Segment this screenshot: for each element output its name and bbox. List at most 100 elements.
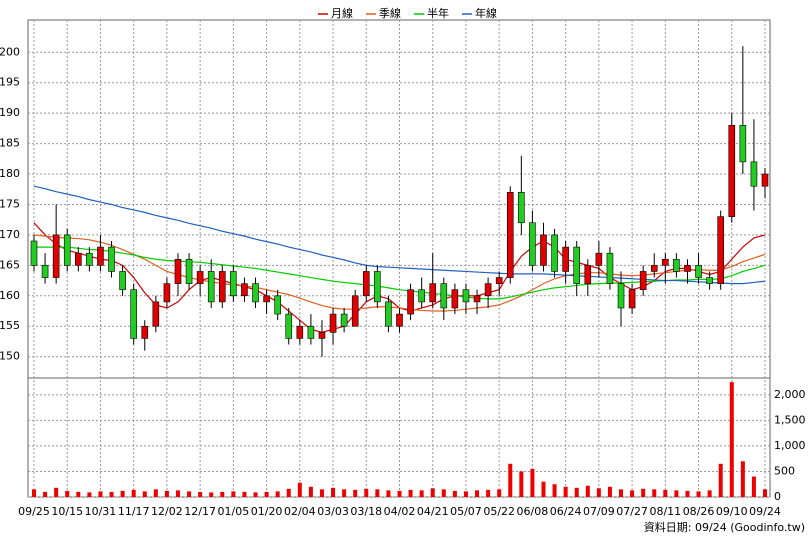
volume-bar [563,486,568,497]
candle-body [218,271,226,303]
candle-body [52,234,60,278]
volume-bar [607,486,612,497]
volume-bar [198,491,203,497]
x-tick-label: 01/05 [218,505,250,518]
volume-bar [740,461,745,497]
y-tick-label: 160 [0,289,20,302]
candle-body [362,271,370,297]
candle-body [318,332,326,339]
volume-bar [319,489,324,497]
volume-bar [707,490,712,497]
candle-body [207,271,215,303]
candle-body [285,313,293,339]
volume-tick-label: 1,000 [774,439,806,452]
volume-bar [43,491,48,497]
volume-bar [286,488,291,497]
candle-body [41,265,49,278]
candle-body [407,289,414,315]
volume-bar [87,492,92,497]
candle-body [108,246,115,272]
x-tick-label: 09/25 [18,505,50,518]
volume-bar [596,488,601,497]
volume-bar [497,489,502,497]
volume-bar [463,491,468,497]
y-tick-label: 185 [0,137,20,150]
candle-body [340,313,348,327]
candle-body [717,216,724,284]
volume-bar [696,491,701,497]
x-tick-label: 02/04 [284,505,316,518]
candle-body [252,283,259,303]
candle-body [484,283,492,297]
volume-bar [209,492,214,497]
candle-body [540,234,547,266]
x-tick-label: 03/18 [350,505,382,518]
volume-bar [109,491,114,497]
y-tick-label: 175 [0,197,20,210]
volume-bar [430,488,435,497]
candle-body [650,265,658,272]
candle-body [185,258,193,284]
x-tick-label: 09/24 [749,505,781,518]
volume-bar [552,484,557,497]
volume-bar [275,491,280,497]
volume-bar [763,489,767,497]
candle-body [673,258,680,272]
candle-body [662,258,669,266]
candle-body [628,289,636,309]
candle-body [86,252,93,266]
candle-body [141,325,149,339]
candle-body [329,313,337,333]
volume-bar [475,490,480,497]
candle-body [639,271,647,291]
candle-body [152,301,160,327]
x-tick-label: 06/24 [550,505,582,518]
candle-body [429,283,437,303]
x-tick-label: 10/15 [51,505,83,518]
volume-bar [98,491,103,497]
volume-bar [187,491,192,497]
candle-body [241,283,248,297]
x-tick-label: 09/10 [716,505,748,518]
volume-bar [441,489,446,497]
volume-bar [342,489,347,497]
volume-bar [353,489,358,497]
x-tick-label: 12/02 [151,505,183,518]
volume-bar [663,489,668,497]
volume-bar [685,490,690,497]
volume-bar [751,476,756,497]
candle-body [506,192,514,278]
candle-body [63,234,71,266]
volume-bar [297,482,302,497]
y-tick-label: 190 [0,106,20,119]
volume-bar [419,490,424,497]
candle-body [163,283,171,303]
candle-body [462,289,470,303]
y-tick-label: 165 [0,258,20,271]
volume-bar [131,489,136,497]
volume-bar [530,468,535,497]
x-tick-label: 08/11 [649,505,681,518]
volume-bar [718,463,723,497]
candle-body [97,246,104,266]
volume-bar [242,491,247,497]
legend-label: 年線 [475,6,497,20]
candle-body [174,258,182,284]
x-tick-label: 04/02 [384,505,416,518]
y-tick-label: 195 [0,76,20,89]
candle-body [728,125,736,217]
candle-body [418,289,425,303]
candle-body [119,271,126,291]
candle-body [761,173,769,187]
volume-bar [164,490,169,497]
volume-bar [175,490,180,497]
x-tick-label: 11/17 [118,505,150,518]
volume-bar [674,490,679,497]
candle-body [274,295,281,315]
x-tick-label: 10/31 [85,505,117,518]
volume-bar [32,489,36,497]
candle-body [351,295,359,327]
x-tick-label: 07/27 [616,505,648,518]
volume-bar [508,463,513,497]
